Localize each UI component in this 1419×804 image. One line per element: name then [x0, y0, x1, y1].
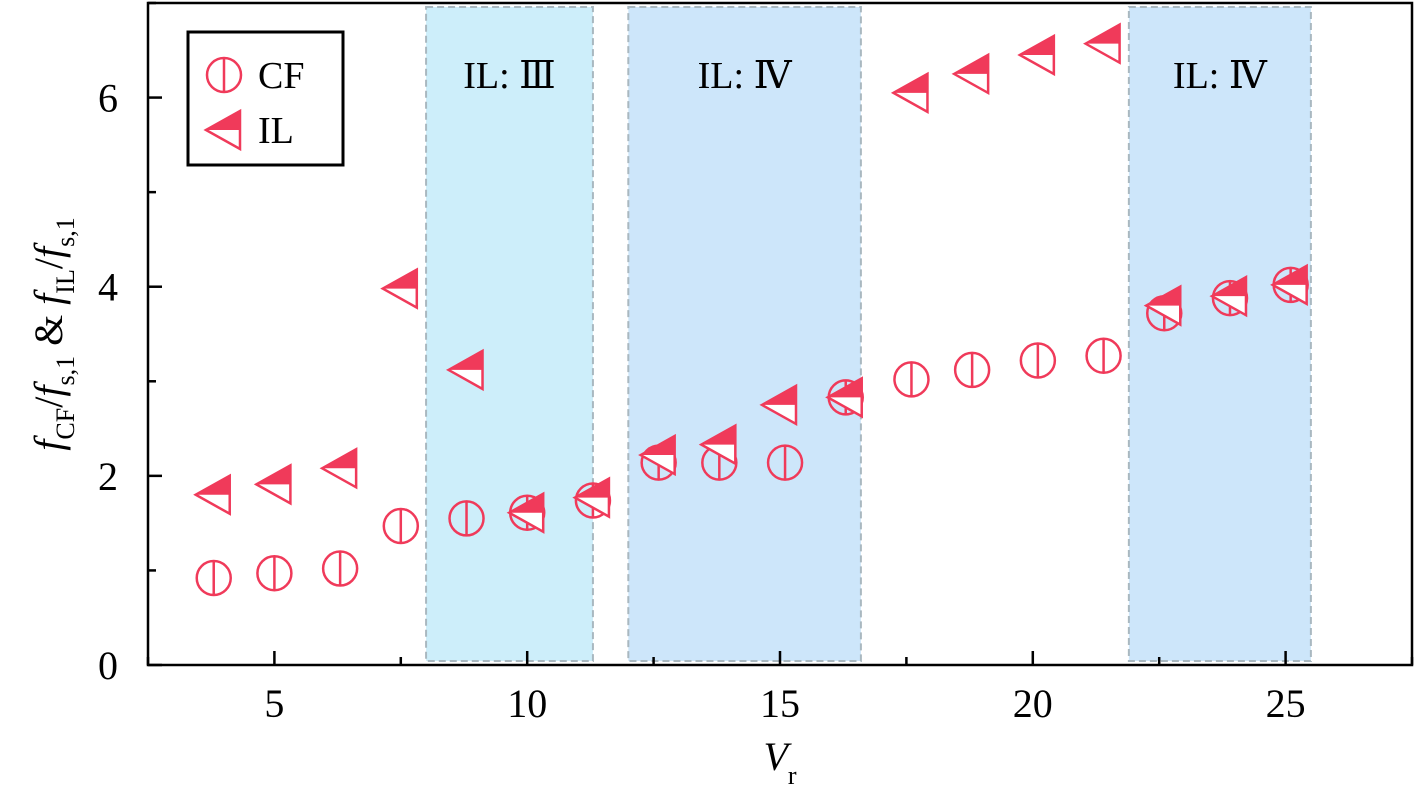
y-label-part: s,1 [51, 217, 80, 247]
y-label-part: / [26, 396, 71, 408]
legend-box [186, 30, 345, 167]
x-axis-label: Vr [763, 734, 796, 790]
point-il [445, 348, 484, 392]
point-il [825, 376, 863, 419]
y-label-part: IL [51, 269, 80, 294]
marker-fill [1019, 36, 1054, 56]
point-il [193, 473, 231, 516]
region-label-1: IL: Ⅳ [698, 55, 793, 97]
point-il [1209, 275, 1248, 318]
axis-ticks: 5 10 15 20 25 0 2 4 6 [98, 1, 1414, 726]
x-label-main: V [763, 734, 792, 779]
x-tick-label: 20 [1013, 681, 1053, 726]
region-0 [425, 6, 594, 662]
point-cf [321, 550, 359, 587]
legend-label-cf: CF [258, 55, 304, 97]
point-cf [256, 555, 293, 592]
point-cf [382, 507, 420, 545]
marker-fill [701, 425, 736, 445]
y-label-part: & [26, 305, 71, 356]
legend-marker-il [203, 108, 242, 152]
marker-fill [1211, 277, 1246, 297]
point-il [1143, 284, 1182, 327]
y-label-part: s,1 [51, 356, 80, 386]
marker-fill [206, 111, 240, 130]
y-tick-label: 2 [98, 454, 118, 499]
marker-fill [954, 54, 989, 74]
point-il [759, 383, 798, 427]
marker-fill [762, 385, 796, 405]
marker-fill [574, 478, 609, 498]
point-il [506, 491, 545, 534]
point-il [253, 463, 292, 506]
x-tick-label: 15 [760, 681, 800, 726]
point-il [1017, 33, 1056, 77]
point-il [572, 476, 611, 519]
y-tick-label: 4 [98, 265, 118, 310]
marker-fill [256, 465, 291, 485]
y-tick-label: 6 [98, 76, 118, 121]
y-label-part: / [26, 257, 71, 269]
marker-fill [1272, 265, 1307, 285]
point-il [698, 423, 737, 466]
y-tick-label: 0 [98, 643, 118, 688]
x-tick-label: 10 [507, 681, 547, 726]
marker-fill [640, 436, 675, 456]
x-label-sub: r [788, 761, 797, 790]
marker-fill [509, 493, 544, 513]
data-points [193, 22, 1309, 597]
point-il [890, 71, 929, 114]
point-il [1083, 22, 1121, 65]
marker-fill [827, 378, 862, 398]
marker-fill [322, 449, 357, 469]
point-cf [893, 361, 930, 398]
point-cf [1019, 342, 1057, 379]
marker-fill [893, 73, 928, 93]
marker-fill [382, 269, 417, 289]
point-il [319, 447, 358, 490]
region-label-2: IL: Ⅳ [1173, 55, 1268, 97]
marker-fill [1146, 286, 1181, 306]
x-tick-label: 5 [264, 681, 284, 726]
legend-marker-cf [205, 56, 243, 94]
point-cf [953, 351, 991, 389]
region-1 [627, 6, 862, 662]
shaded-regions: IL: Ⅲ IL: Ⅳ IL: Ⅳ [425, 6, 1312, 662]
region-2 [1127, 6, 1312, 662]
x-tick-label: 25 [1266, 681, 1306, 726]
legend-label-il: IL [258, 110, 294, 152]
legend: CF IL [186, 30, 345, 167]
y-label-part: CF [51, 408, 80, 440]
marker-fill [195, 475, 230, 495]
y-axis-label: fCF/fs,1 & fIL/fs,1 [26, 217, 80, 450]
marker-fill [1085, 24, 1120, 44]
point-cf [448, 500, 485, 537]
region-label-0: IL: Ⅲ [463, 55, 556, 97]
point-il [380, 267, 419, 310]
point-il [638, 433, 676, 477]
marker-fill [448, 350, 483, 370]
point-cf [195, 559, 232, 597]
point-cf [1085, 337, 1122, 375]
point-il [1270, 263, 1308, 306]
point-il [951, 52, 990, 96]
point-cf [766, 444, 804, 481]
